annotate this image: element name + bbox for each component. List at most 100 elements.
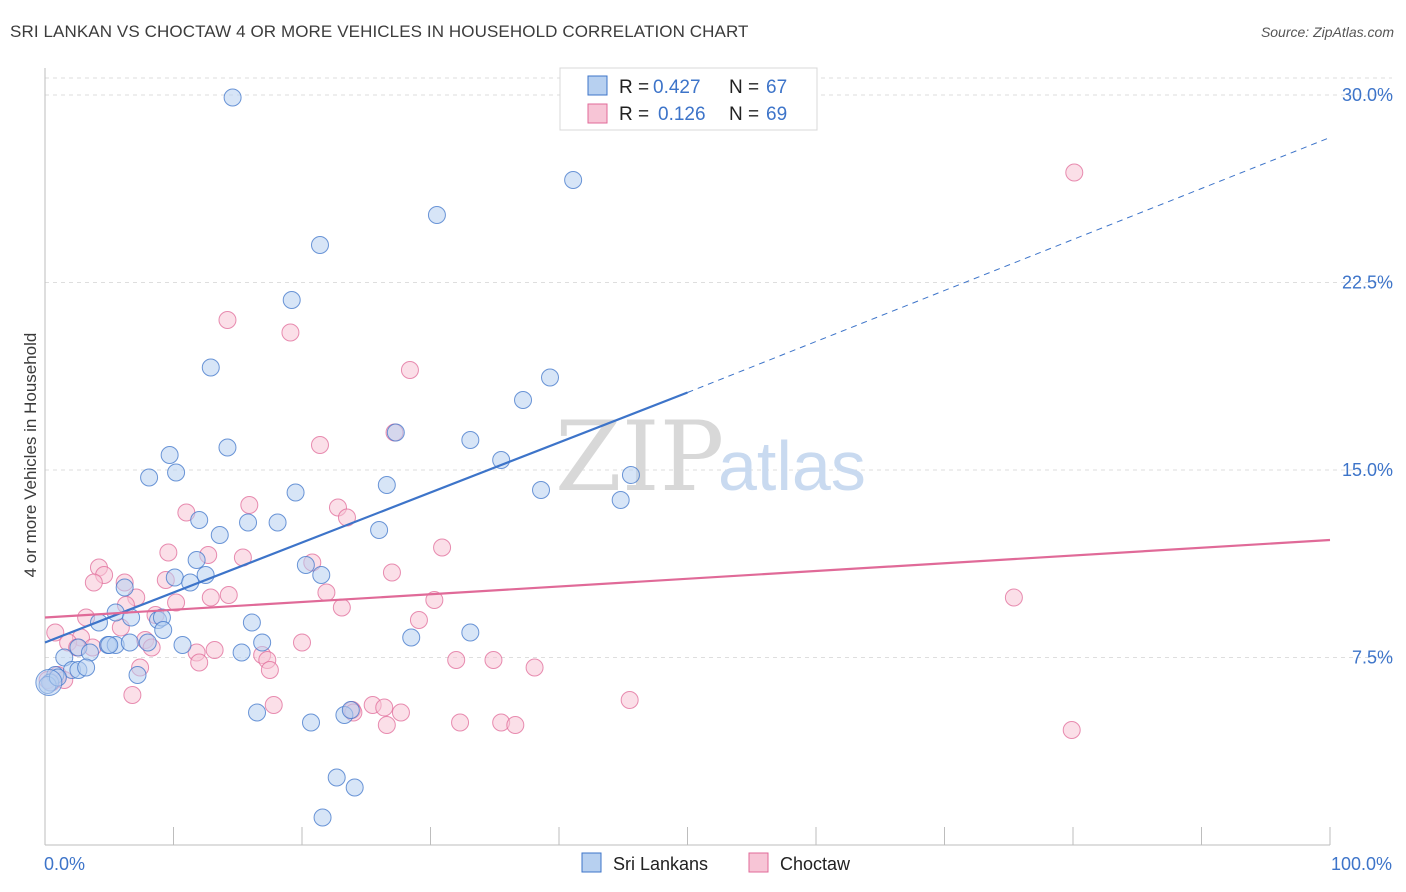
sri-lankans-point (377, 476, 396, 494)
choctaw-point (281, 323, 300, 342)
sri-lankans-point (327, 768, 346, 787)
legend-swatch-blue (587, 75, 608, 96)
sri-lankans-point (312, 566, 331, 584)
sri-lankans-point (310, 236, 329, 254)
choctaw-point (84, 573, 103, 592)
sri-lankans-points (35, 88, 640, 827)
choctaw-point (167, 593, 186, 612)
trend-lines (44, 137, 1331, 644)
choctaw-point (293, 633, 311, 652)
choctaw-point (506, 716, 525, 734)
sri-lankans-point (268, 513, 287, 532)
gridlines (45, 77, 1392, 658)
sri-lankans-point (532, 481, 551, 499)
legend-swatch-pink (587, 103, 608, 124)
sri-lankans-trend-line (44, 391, 688, 644)
choctaw-point (201, 588, 220, 607)
y-tick-label: 15.0% (1342, 460, 1393, 480)
axes (44, 68, 1331, 846)
sri-lankans-point (345, 778, 364, 797)
sri-lankans-point (564, 171, 583, 189)
choctaw-point (1062, 721, 1081, 739)
bottom-legend-label-choctaw: Choctaw (780, 854, 851, 874)
choctaw-point (310, 436, 329, 454)
sri-lankans-point (187, 551, 206, 569)
sri-lankans-point (77, 658, 96, 677)
legend-n-value-blue: 67 (766, 77, 787, 98)
choctaw-point (1065, 163, 1084, 182)
sri-lankans-point (218, 438, 237, 457)
sri-lankans-point (201, 358, 220, 377)
sri-lankans-point (165, 568, 184, 587)
choctaw-point (484, 651, 503, 669)
bottom-legend-swatch-choctaw (748, 852, 769, 873)
legend-r-value-pink: 0.126 (658, 104, 706, 125)
series-legend: Sri Lankans Choctaw (581, 852, 851, 874)
sri-lankans-cluster-point (35, 669, 63, 696)
sri-lankans-point (80, 643, 99, 662)
sri-lankans-point (167, 463, 186, 482)
sri-lankans-point (611, 491, 630, 509)
legend-n-value-pink: 69 (766, 104, 787, 125)
sri-lankans-point (282, 291, 301, 309)
choctaw-point (190, 653, 209, 672)
choctaw-point (317, 583, 336, 602)
sri-lankans-point (461, 623, 480, 642)
sri-lankans-point (296, 556, 315, 574)
y-tick-label: 30.0% (1342, 85, 1393, 105)
x-tick-label: 0.0% (44, 854, 85, 874)
sri-lankans-point (514, 391, 533, 409)
sri-lankans-point (313, 808, 332, 827)
sri-lankans-point (100, 636, 119, 654)
choctaw-point (332, 598, 351, 617)
choctaw-point (205, 641, 224, 659)
sri-lankans-trend-extension (687, 137, 1331, 393)
watermark-atlas: atlas (718, 427, 866, 505)
choctaw-point (620, 691, 639, 709)
sri-lankans-point (621, 466, 640, 484)
sri-lankans-point (341, 701, 360, 719)
sri-lankans-point (128, 666, 147, 684)
choctaw-point (382, 563, 401, 582)
sri-lankans-point (138, 633, 157, 652)
sri-lankans-point (386, 423, 405, 442)
sri-lankans-point (253, 633, 272, 652)
legend-n-label-blue: N = (729, 77, 759, 98)
sri-lankans-point (120, 633, 139, 652)
sri-lankans-point (427, 206, 446, 224)
chart-title: SRI LANKAN VS CHOCTAW 4 OR MORE VEHICLES… (10, 22, 749, 41)
legend-r-label-pink: R = (619, 104, 649, 125)
legend-r-label-blue: R = (619, 77, 649, 98)
watermark-zip: ZIP (555, 401, 724, 513)
sri-lankans-point (223, 88, 242, 107)
source-label: Source: ZipAtlas.com (1260, 24, 1394, 40)
sri-lankans-point (115, 578, 134, 597)
y-axis-label: 4 or more Vehicles in Household (21, 333, 40, 578)
choctaw-point (409, 611, 428, 629)
legend-n-label-pink: N = (729, 104, 759, 125)
choctaw-point (447, 651, 466, 669)
sri-lankans-point (541, 368, 560, 387)
bottom-legend-swatch-sri-lankans (581, 852, 602, 873)
sri-lankans-point (173, 636, 192, 654)
legend-r-value-blue: 0.427 (653, 77, 701, 98)
sri-lankans-point (239, 513, 258, 532)
choctaw-point (219, 586, 238, 604)
sri-lankans-point (461, 431, 480, 449)
sri-lankans-point (160, 446, 179, 464)
choctaw-point (123, 686, 142, 704)
choctaw-point (425, 591, 444, 609)
choctaw-point (1004, 588, 1023, 607)
sri-lankans-point (402, 628, 421, 647)
choctaw-point (260, 661, 279, 679)
choctaw-point (264, 696, 283, 714)
bottom-legend-label-sri-lankans: Sri Lankans (613, 854, 708, 874)
sri-lankans-point (210, 526, 229, 544)
tick-labels: 7.5% 15.0% 22.5% 30.0% 0.0% 100.0% (44, 85, 1393, 874)
choctaw-point (400, 361, 419, 379)
choctaw-point (240, 496, 259, 514)
sri-lankans-point (140, 468, 159, 487)
sri-lankans-point (154, 621, 173, 639)
choctaw-point (433, 538, 452, 557)
